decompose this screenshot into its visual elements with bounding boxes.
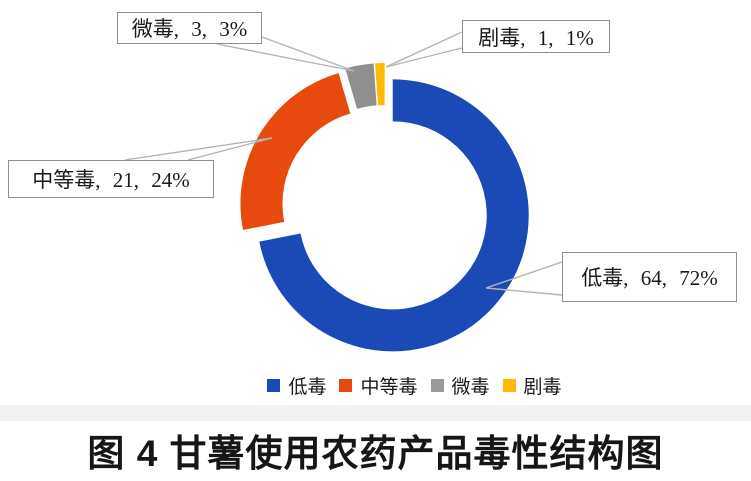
legend-label: 中等毒 bbox=[360, 377, 418, 398]
leader-low-toxicity bbox=[485, 261, 563, 289]
chart-bottom-strip bbox=[0, 405, 751, 421]
doughnut-slices bbox=[240, 63, 529, 352]
callout-high-toxicity-label: 剧毒, 1, 1% bbox=[478, 25, 594, 50]
figure-caption: 图 4 甘薯使用农药产品毒性结构图 bbox=[87, 433, 664, 474]
legend-swatch-icon bbox=[267, 379, 281, 392]
legend-swatch-icon bbox=[430, 379, 444, 392]
legend-label: 微毒 bbox=[451, 377, 490, 398]
callout-moderate-toxicity: 中等毒, 21, 24% bbox=[8, 160, 214, 198]
donut-slice-moderate-toxicity bbox=[240, 73, 351, 231]
donut-slice-low-toxicity bbox=[259, 79, 529, 352]
callout-low-toxicity-label: 低毒, 64, 72% bbox=[581, 266, 718, 290]
legend-label: 剧毒 bbox=[523, 377, 562, 398]
donut-slice-slight-toxicity bbox=[345, 63, 377, 109]
leader-slight-toxicity bbox=[261, 36, 355, 72]
callout-slight-toxicity: 微毒, 3, 3% bbox=[117, 12, 262, 44]
leader-high-toxicity bbox=[385, 47, 463, 68]
leader-moderate-toxicity bbox=[187, 137, 273, 161]
legend-label: 低毒 bbox=[288, 377, 327, 398]
callout-high-toxicity: 剧毒, 1, 1% bbox=[462, 20, 610, 53]
callout-moderate-toxicity-label: 中等毒, 21, 24% bbox=[32, 168, 190, 192]
leader-slight-toxicity bbox=[216, 43, 355, 72]
callout-slight-toxicity-label: 微毒, 3, 3% bbox=[131, 17, 248, 41]
callout-low-toxicity: 低毒, 64, 72% bbox=[562, 252, 737, 302]
legend-item-slight-toxicity: 微毒 bbox=[430, 372, 490, 399]
leader-low-toxicity bbox=[485, 287, 563, 296]
leader-moderate-toxicity bbox=[124, 137, 273, 161]
donut-slice-high-toxicity bbox=[375, 63, 385, 106]
legend-item-high-toxicity: 剧毒 bbox=[502, 372, 562, 399]
legend-item-moderate-toxicity: 中等毒 bbox=[339, 372, 418, 399]
legend-swatch-icon bbox=[502, 379, 516, 392]
legend-swatch-icon bbox=[339, 379, 353, 392]
chart-legend: 低毒 中等毒 微毒 剧毒 bbox=[0, 372, 751, 399]
legend-item-low-toxicity: 低毒 bbox=[267, 372, 326, 399]
leader-high-toxicity bbox=[385, 31, 463, 68]
callout-leader-lines bbox=[124, 31, 563, 296]
